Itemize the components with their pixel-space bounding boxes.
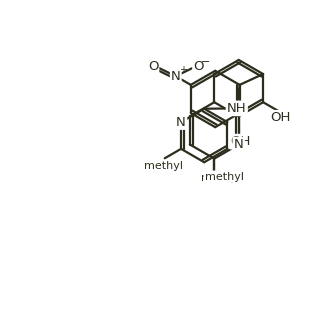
Text: OH: OH bbox=[270, 111, 291, 124]
Text: N: N bbox=[171, 70, 181, 83]
Text: O: O bbox=[193, 60, 204, 73]
Text: O: O bbox=[148, 60, 158, 73]
Text: +: + bbox=[179, 65, 187, 75]
Text: N: N bbox=[176, 116, 186, 129]
Text: N: N bbox=[234, 138, 243, 151]
Text: methyl: methyl bbox=[205, 172, 244, 182]
Text: OH: OH bbox=[230, 135, 251, 148]
Text: N: N bbox=[234, 138, 243, 151]
Text: −: − bbox=[200, 57, 210, 67]
Text: methyl: methyl bbox=[201, 173, 240, 183]
Text: NH: NH bbox=[227, 102, 247, 115]
Text: methyl: methyl bbox=[144, 161, 183, 171]
